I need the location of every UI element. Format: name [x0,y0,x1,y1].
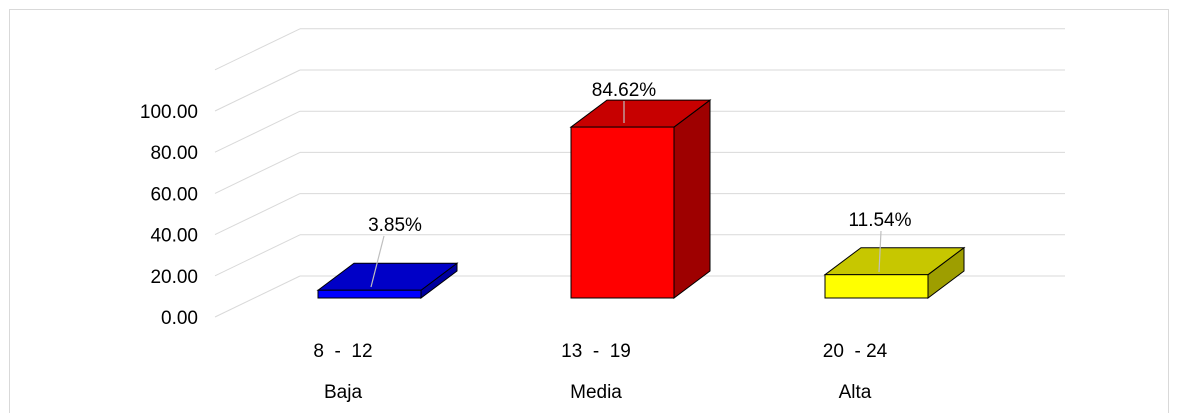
data-label: 84.62% [592,80,657,101]
x-category-label: 8 - 12 [313,341,372,362]
bars [316,99,966,299]
data-label: 3.85% [368,215,422,236]
bar [317,289,422,299]
data-label-leader [878,230,882,273]
gridline-diag [214,69,301,112]
chart-frame [9,9,1169,413]
labels: 0.00 20.00 40.00 60.00 80.00 100.00 3.85% 84.62… [140,80,912,403]
gridline-diag [214,275,301,318]
y-tick-label: 20.00 [150,267,198,288]
y-tick-label: 40.00 [150,226,198,247]
x-category-label: 20 - 24 [823,341,888,362]
y-tick-label: 60.00 [150,184,198,205]
x-category-label: 13 - 19 [561,341,631,362]
x-group-label: Alta [839,382,872,403]
x-group-label: Baja [324,382,362,403]
y-tick-label: 0.00 [161,308,198,329]
data-label: 11.54% [848,210,911,231]
gridline-diag [214,28,301,71]
bar [570,126,675,299]
bar [824,274,929,299]
gridline-diag [214,193,301,236]
gridline-diag [214,234,301,277]
y-tick-label: 100.00 [140,102,198,123]
gridline-diag [214,110,301,153]
gridline-diag [214,151,301,194]
y-tick-label: 80.00 [150,143,198,164]
data-label-leader [370,235,385,288]
bar-side [673,99,711,299]
x-group-label: Media [570,382,622,403]
